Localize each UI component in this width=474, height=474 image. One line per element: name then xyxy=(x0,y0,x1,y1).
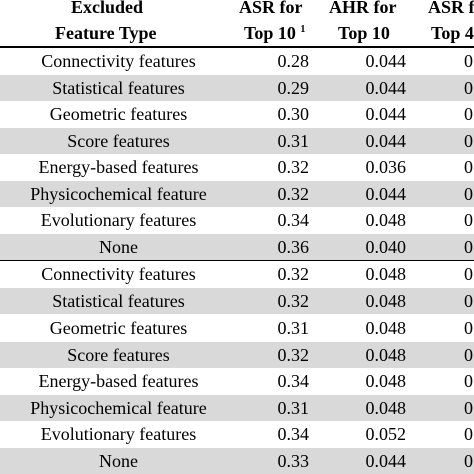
table-row: Physicochemical feature 0.31 0.048 0 xyxy=(0,395,474,421)
clipped-cell: 0 xyxy=(464,345,473,365)
feature-cell: Physicochemical feature xyxy=(30,184,207,204)
feature-cell: Statistical features xyxy=(52,78,185,98)
ahr-cell: 0.044 xyxy=(365,451,407,471)
asr-cell: 0.31 xyxy=(277,318,310,338)
ahr-cell: 0.044 xyxy=(365,104,407,124)
feature-cell: Connectivity features xyxy=(41,264,196,284)
table-row: Energy-based features 0.32 0.036 0 xyxy=(0,154,474,180)
col1-header-line1: Excluded xyxy=(71,0,144,17)
clipped-cell: 0 xyxy=(464,318,473,338)
feature-cell: Geometric features xyxy=(49,104,188,124)
table-row: Geometric features 0.30 0.044 0 xyxy=(0,101,474,127)
clipped-cell: 0 xyxy=(464,210,473,230)
ahr-cell: 0.044 xyxy=(365,51,407,71)
feature-cell: Physicochemical feature xyxy=(30,398,207,418)
col2-header-text: Top 10 xyxy=(244,23,296,43)
ahr-cell: 0.048 xyxy=(365,345,407,365)
feature-cell: Evolutionary features xyxy=(40,424,197,444)
feature-cell: None xyxy=(99,451,138,471)
asr-cell: 0.31 xyxy=(277,131,310,151)
col3-header-line1: AHR for xyxy=(329,0,397,17)
clipped-cell: 0 xyxy=(464,157,473,177)
feature-cell: Connectivity features xyxy=(41,51,196,71)
table-row: Score features 0.32 0.048 0 xyxy=(0,342,474,368)
table-row: Physicochemical feature 0.32 0.044 0 xyxy=(0,181,474,207)
feature-cell: Energy-based features xyxy=(38,157,199,177)
asr-cell: 0.32 xyxy=(277,345,310,365)
clipped-cell: 0 xyxy=(464,291,473,311)
ahr-cell: 0.048 xyxy=(365,398,407,418)
col4-header-line2: Top 4 xyxy=(431,23,474,43)
asr-cell: 0.31 xyxy=(277,398,310,418)
ahr-cell: 0.048 xyxy=(365,210,407,230)
table-row: None 0.33 0.044 0 xyxy=(0,448,474,474)
col3-header-line2: Top 10 xyxy=(338,23,390,43)
header-rule xyxy=(0,46,474,48)
asr-cell: 0.32 xyxy=(277,291,310,311)
clipped-cell: 0 xyxy=(464,237,473,257)
asr-cell: 0.32 xyxy=(277,184,310,204)
ahr-cell: 0.048 xyxy=(365,291,407,311)
col2-header-line1: ASR for xyxy=(239,0,303,17)
ahr-cell: 0.044 xyxy=(365,184,407,204)
asr-cell: 0.34 xyxy=(277,371,310,391)
footnote-marker: 1 xyxy=(300,24,306,35)
asr-cell: 0.30 xyxy=(277,104,310,124)
clipped-cell: 0 xyxy=(464,451,473,471)
table-row: Evolutionary features 0.34 0.052 0 xyxy=(0,421,474,447)
asr-cell: 0.34 xyxy=(277,210,310,230)
clipped-cell: 0 xyxy=(464,424,473,444)
col1-header-line2: Feature Type xyxy=(55,23,157,43)
feature-cell: Geometric features xyxy=(49,318,188,338)
ahr-cell: 0.048 xyxy=(365,318,407,338)
asr-cell: 0.36 xyxy=(277,237,310,257)
asr-cell: 0.32 xyxy=(277,264,310,284)
clipped-cell: 0 xyxy=(464,78,473,98)
table-row: Statistical features 0.29 0.044 0 xyxy=(0,75,474,101)
table-row: Geometric features 0.31 0.048 0 xyxy=(0,315,474,341)
feature-cell: Statistical features xyxy=(52,291,185,311)
col4-header-line1: ASR f xyxy=(428,0,474,17)
ahr-cell: 0.044 xyxy=(365,78,407,98)
table-row: Energy-based features 0.34 0.048 0 xyxy=(0,368,474,394)
asr-cell: 0.29 xyxy=(277,78,310,98)
ahr-cell: 0.040 xyxy=(365,237,407,257)
ahr-cell: 0.048 xyxy=(365,371,407,391)
clipped-cell: 0 xyxy=(464,371,473,391)
clipped-cell: 0 xyxy=(464,131,473,151)
feature-cell: Score features xyxy=(67,131,170,151)
clipped-cell: 0 xyxy=(464,398,473,418)
ahr-cell: 0.044 xyxy=(365,131,407,151)
ahr-cell: 0.052 xyxy=(365,424,407,444)
col2-header-line2: Top 10 1 xyxy=(244,21,305,46)
table-row: Statistical features 0.32 0.048 0 xyxy=(0,288,474,314)
asr-cell: 0.33 xyxy=(277,451,310,471)
table-row: Connectivity features 0.28 0.044 0 xyxy=(0,48,474,74)
ahr-cell: 0.048 xyxy=(365,264,407,284)
clipped-cell: 0 xyxy=(464,104,473,124)
asr-cell: 0.32 xyxy=(277,157,310,177)
table-row: Score features 0.31 0.044 0 xyxy=(0,128,474,154)
clipped-cell: 0 xyxy=(464,264,473,284)
feature-cell: Score features xyxy=(67,345,170,365)
feature-cell: Energy-based features xyxy=(38,371,199,391)
asr-cell: 0.34 xyxy=(277,424,310,444)
group-divider xyxy=(0,260,474,261)
asr-cell: 0.28 xyxy=(277,51,310,71)
table-row: Evolutionary features 0.34 0.048 0 xyxy=(0,207,474,233)
table-row: Connectivity features 0.32 0.048 0 xyxy=(0,261,474,287)
feature-cell: None xyxy=(99,237,138,257)
table-row: None 0.36 0.040 0 xyxy=(0,234,474,260)
ahr-cell: 0.036 xyxy=(365,157,407,177)
clipped-cell: 0 xyxy=(464,51,473,71)
clipped-cell: 0 xyxy=(464,184,473,204)
feature-cell: Evolutionary features xyxy=(40,210,197,230)
